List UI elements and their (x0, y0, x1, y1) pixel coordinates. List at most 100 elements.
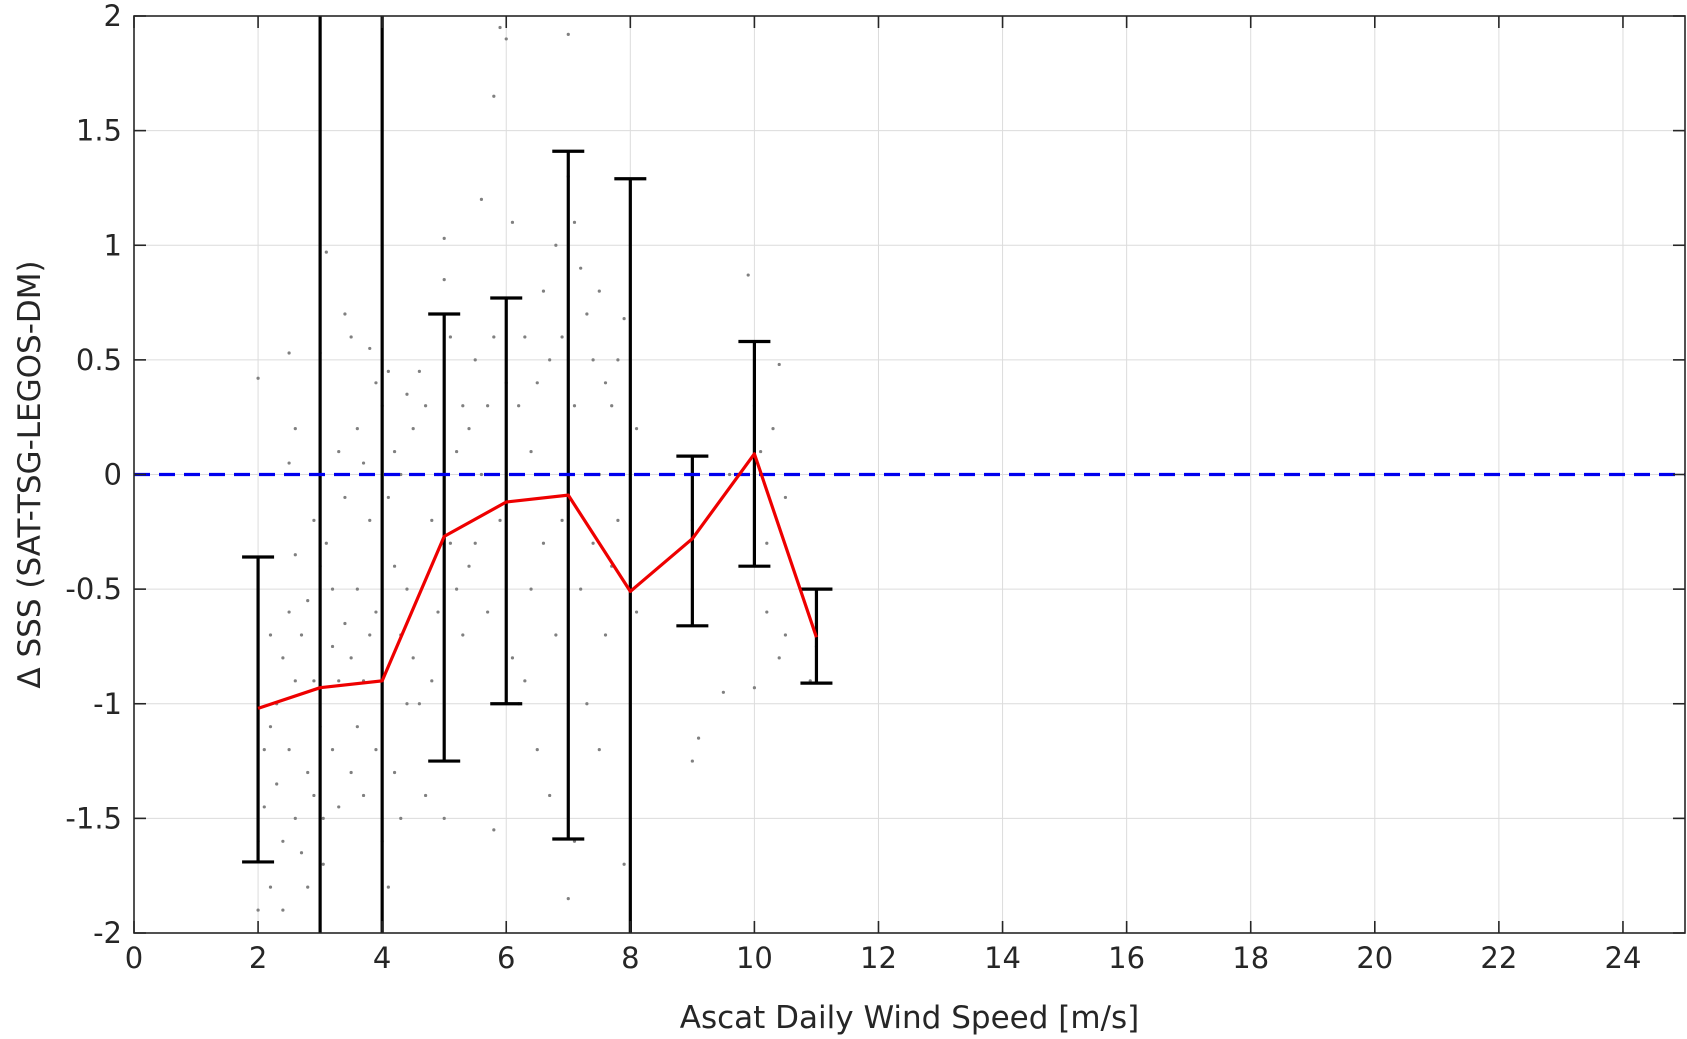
scatter-point (579, 266, 583, 270)
scatter-point (436, 610, 440, 614)
scatter-point (622, 862, 626, 866)
scatter-point (461, 404, 465, 408)
scatter-point (517, 404, 521, 408)
scatter-point (321, 816, 325, 820)
scatter-point (299, 633, 304, 637)
scatter-point (486, 404, 490, 408)
scatter-point (504, 37, 508, 41)
scatter-point (392, 770, 397, 775)
x-tick-label: 8 (621, 941, 639, 975)
scatter-point (529, 449, 533, 454)
scatter-point (560, 335, 564, 339)
scatter-point (374, 748, 378, 752)
scatter-point (473, 358, 477, 362)
scatter-point (765, 610, 769, 614)
scatter-point (783, 495, 788, 500)
scatter-point (566, 32, 570, 36)
scatter-point (405, 587, 409, 591)
scatter-point (616, 518, 620, 522)
scatter-point (591, 358, 595, 362)
y-tick-label: 1 (104, 228, 122, 262)
scatter-point (405, 702, 409, 706)
scatter-point (268, 885, 273, 889)
x-tick-label: 10 (736, 941, 773, 975)
scatter-point (262, 748, 266, 752)
scatter-point (634, 610, 639, 614)
scatter-point (368, 346, 372, 351)
scatter-point (585, 312, 589, 316)
mean-line (257, 452, 818, 710)
scatter-point (777, 362, 781, 367)
scatter-point (591, 541, 595, 545)
scatter-point (492, 94, 496, 98)
scatter-point (535, 748, 539, 752)
scatter-point (337, 449, 341, 454)
scatter-point (306, 885, 310, 889)
scatter-point (312, 518, 316, 522)
scatter-point (386, 495, 390, 500)
scatter-point (585, 702, 589, 706)
scatter-point (442, 816, 446, 820)
y-tick-label: -2 (93, 916, 122, 950)
scatter-point (293, 553, 297, 557)
scatter-point (337, 805, 341, 809)
scatter-point (293, 679, 297, 683)
scatter-point (603, 633, 608, 637)
scatter-point (374, 610, 378, 614)
scatter-point (498, 518, 502, 522)
scatter-point (306, 598, 310, 603)
scatter-point (492, 335, 496, 339)
scatter-point (299, 851, 304, 855)
scatter-point (746, 273, 750, 277)
scatter-point (417, 702, 421, 706)
x-tick-label: 0 (125, 941, 143, 975)
scatter-point (262, 805, 266, 809)
scatter-point (368, 633, 372, 637)
scatter-point (622, 317, 626, 321)
scatter-point (771, 427, 775, 431)
y-tick-label: -1.5 (65, 801, 122, 835)
y-tick-label: -1 (93, 687, 122, 721)
scatter-point (411, 656, 415, 660)
scatter-point (355, 725, 359, 729)
x-tick-label: 14 (984, 941, 1021, 975)
scatter-point (529, 587, 533, 591)
scatter-point (455, 449, 459, 454)
scatter-point (343, 621, 347, 626)
scatter-point (392, 449, 397, 454)
x-tick-label: 18 (1232, 941, 1269, 975)
scatter-point (355, 427, 359, 431)
scatter-point (430, 518, 434, 522)
scatter-point (548, 793, 552, 798)
scatter-point (597, 289, 601, 293)
scatter-point (386, 885, 390, 889)
scatter-point (455, 587, 459, 591)
scatter-point (386, 369, 390, 373)
scatter-point (610, 404, 614, 408)
scatter-point (324, 250, 328, 254)
scatter-point (597, 748, 601, 752)
scatter-point (330, 748, 335, 752)
scatter-point (548, 358, 552, 362)
scatter-point (603, 381, 608, 385)
x-axis-label: Ascat Daily Wind Speed [m/s] (680, 1000, 1139, 1036)
scatter-point (510, 656, 515, 660)
scatter-point (523, 679, 527, 683)
scatter-point (486, 610, 490, 614)
scatter-point (306, 770, 310, 775)
x-axis-ticks: 0 2 4 6 8 10 12 14 16 18 20 22 24 (125, 16, 1641, 975)
scatter-point (330, 644, 335, 649)
scatter-point (572, 404, 577, 408)
scatter-point (275, 782, 279, 786)
scatter-point (349, 656, 353, 660)
scatter-point (541, 289, 546, 293)
scatter-point (442, 236, 446, 240)
scatter-point (579, 587, 583, 591)
scatter-point (287, 351, 291, 355)
scatter-point (634, 427, 639, 431)
scatter-point (554, 633, 558, 637)
x-tick-label: 2 (249, 941, 267, 975)
scatter-point (423, 793, 428, 798)
scatter-point (461, 633, 465, 637)
